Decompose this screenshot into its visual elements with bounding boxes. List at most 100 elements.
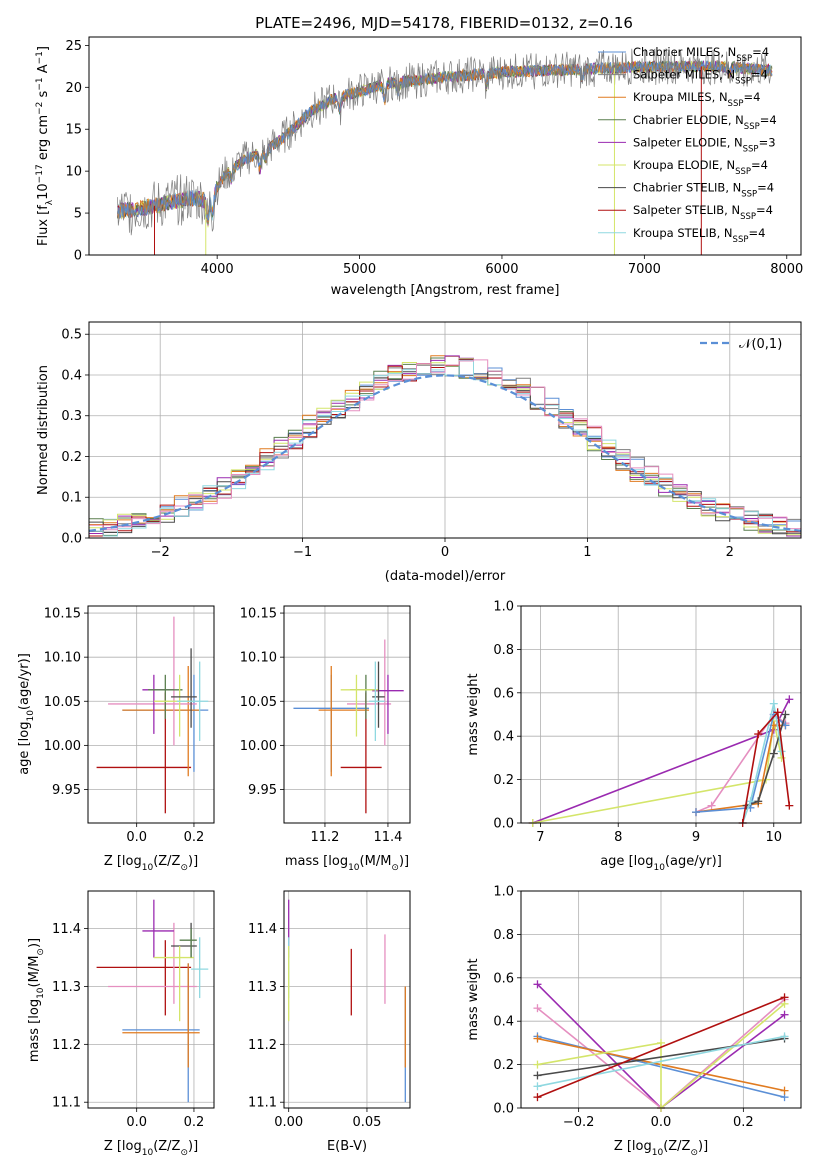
legend-entry-part: Kroupa ELODIE, N (633, 158, 735, 172)
x-axis-label-part: )] (399, 854, 409, 869)
y-tick-label: 1.0 (493, 600, 514, 615)
y-axis-label: age [log10(age/yr)] (17, 653, 36, 775)
legend-entry: Salpeter STELIB, NSSP=4 (633, 203, 773, 222)
y-tick-label: 10 (65, 165, 82, 180)
mass-weight-line (695, 712, 786, 813)
y-axis-label: mass weight (466, 673, 481, 755)
x-axis-label-part: ⊙ (180, 1148, 188, 1158)
y-axis-label-part: A (36, 64, 51, 77)
y-tick-label: 0.1 (61, 491, 82, 506)
x-tick-label: 9 (692, 830, 700, 845)
legend-entry-part: SSP (728, 99, 744, 109)
plot-frame (88, 321, 802, 539)
x-tick-label: 0.2 (733, 1115, 754, 1130)
plot-frame (88, 36, 802, 256)
y-tick-label: 0.5 (61, 328, 82, 343)
x-tick-label: 0.0 (651, 1115, 672, 1130)
x-axis-label: Z [log10(Z/Z⊙)] (614, 1139, 708, 1158)
legend-entry-part: Chabrier STELIB, N (633, 181, 741, 195)
y-tick-label: 0.4 (493, 730, 514, 745)
x-axis-label-part: )] (698, 1139, 708, 1154)
y-axis-label: Normed distribution (36, 365, 51, 495)
legend-entry: Chabrier MILES, NSSP=4 (633, 45, 769, 64)
y-tick-label: 25 (65, 39, 82, 54)
x-tick-label: 1 (583, 545, 591, 560)
legend-entry: Salpeter MILES, NSSP=4 (633, 68, 768, 87)
x-tick-label: 4000 (201, 262, 234, 277)
y-tick-label: 9.95 (248, 783, 277, 798)
mass-weight-line (741, 710, 791, 824)
plot-frame (283, 605, 411, 824)
legend-entry: Kroupa STELIB, NSSP=4 (633, 226, 765, 245)
y-axis-label-part: −1 (35, 77, 45, 90)
y-axis-label-part: 10 (36, 183, 51, 200)
y-axis-label-part: erg cm (36, 115, 51, 164)
y-tick-label: 0.0 (493, 1102, 514, 1117)
y-tick-label: 0 (74, 249, 82, 264)
x-axis-label-part: ⊙ (690, 1148, 698, 1158)
x-tick-label: 5000 (343, 262, 376, 277)
y-axis-label-part: Flux [f (36, 205, 51, 246)
x-axis-label-part: 10 (142, 863, 154, 873)
spectrum-line-salpeter-miles (117, 48, 773, 236)
y-tick-label: 10.15 (44, 607, 81, 622)
x-tick-label: 0 (441, 545, 449, 560)
legend-entry-part: Kroupa STELIB, N (633, 226, 733, 240)
x-axis-label: mass [log10(M/M⊙)] (285, 854, 409, 873)
y-tick-label: 10.00 (240, 739, 277, 754)
legend-entry-part: =4 (751, 68, 768, 82)
spectrum-panel: 4000 5000 6000 7000 8000 0 5 10 15 20 25 Chabrier M… (35, 36, 803, 298)
legend-entry-part: =4 (752, 45, 769, 59)
mass-weight-line (741, 703, 783, 824)
age-vs-mass-panel: 11.2 11.4 9.95 10.00 10.05 10.10 10.15 mass [lo… (240, 605, 411, 873)
x-axis-label-part: mass [log (285, 854, 348, 869)
y-axis-label-part: ⊙ (36, 948, 46, 956)
normal-distribution-curve (88, 374, 802, 532)
legend-entry: Kroupa ELODIE, NSSP=4 (633, 158, 768, 177)
x-tick-label: −2 (151, 545, 170, 560)
y-tick-label: 0.0 (493, 817, 514, 832)
legend-entry-part: SSP (744, 122, 760, 132)
y-tick-label: 10.05 (240, 695, 277, 710)
x-axis-label-part: 10 (653, 863, 665, 873)
y-axis-label-part: )] (27, 938, 42, 948)
y-tick-label: 10.15 (240, 607, 277, 622)
y-axis-label: mass weight (466, 958, 481, 1040)
residual-histogram (89, 357, 801, 537)
legend-entry-part: =4 (757, 181, 774, 195)
x-tick-label: 2 (726, 545, 734, 560)
x-tick-label: 11.4 (373, 830, 402, 845)
mass-weight-line (695, 713, 786, 813)
x-axis-label-part: (Z/Z (153, 1139, 180, 1154)
x-tick-label: 0.2 (184, 830, 205, 845)
x-tick-label: 10 (766, 830, 783, 845)
x-axis-label-part: 10 (348, 863, 360, 873)
y-axis-label-part: s (36, 90, 51, 101)
x-tick-label: 8 (614, 830, 622, 845)
x-tick-label: 8000 (770, 262, 803, 277)
y-tick-label: 9.95 (52, 783, 81, 798)
y-tick-label: 11.4 (52, 922, 81, 937)
mass-weight-line (695, 724, 786, 813)
y-tick-label: 11.3 (248, 980, 277, 995)
y-tick-label: 10.00 (44, 739, 81, 754)
y-axis-label-part: 10 (26, 710, 36, 722)
legend-entry-part: =4 (751, 158, 768, 172)
x-axis-label-part: (age/yr)] (665, 854, 722, 869)
x-tick-label: 7000 (628, 262, 661, 277)
y-tick-label: 0.8 (493, 928, 514, 943)
x-tick-label: 0.0 (126, 830, 147, 845)
y-axis-label-part: (age/yr)] (17, 653, 32, 710)
y-tick-label: 0.2 (61, 450, 82, 465)
y-tick-label: 11.3 (52, 980, 81, 995)
mass-weight-line (537, 1003, 786, 1110)
y-tick-label: 11.1 (52, 1096, 81, 1111)
y-axis-label-part: −2 (35, 102, 45, 115)
legend-entry-part: =4 (760, 113, 777, 127)
legend-entry: Salpeter ELODIE, NSSP=3 (633, 135, 776, 154)
y-tick-label: 0.0 (61, 532, 82, 547)
legend-entry-part: SSP (735, 77, 751, 87)
y-axis-label-part: −1 (35, 51, 45, 64)
x-axis-label-part: age [log (600, 854, 653, 869)
